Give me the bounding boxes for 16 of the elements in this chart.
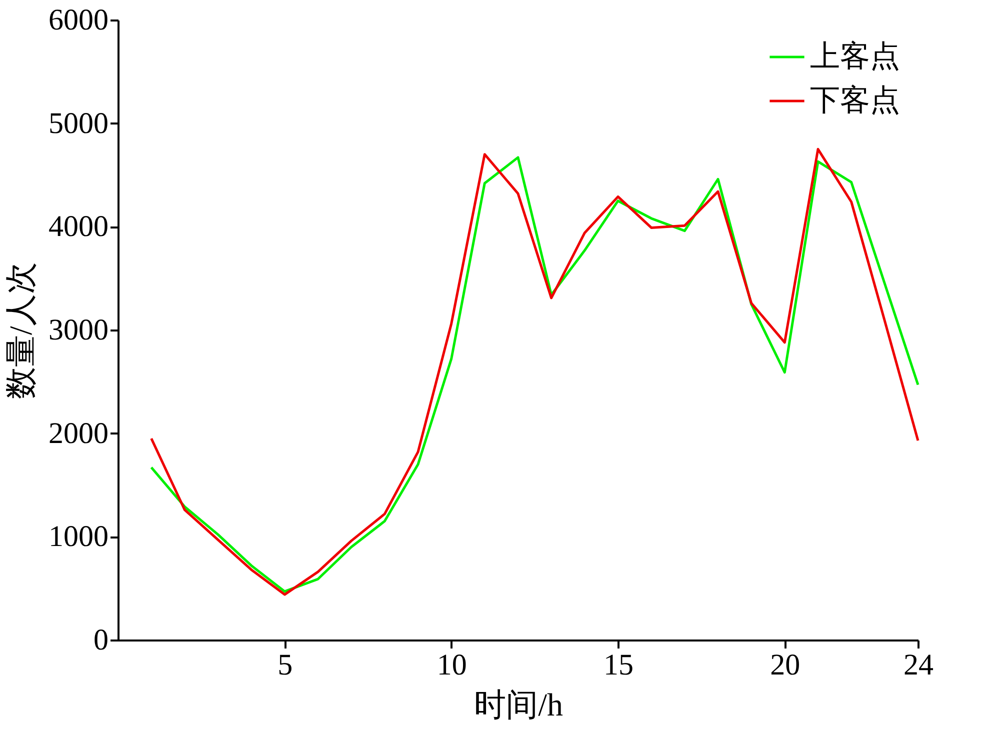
y-tick-label: 0 — [94, 624, 108, 656]
y-tick-label: 3000 — [48, 314, 108, 346]
y-tick-label: 1000 — [48, 520, 108, 554]
y-tick-label: 2000 — [48, 416, 108, 450]
x-axis-title: 时间/h — [474, 686, 563, 722]
x-tick-label: 20 — [770, 648, 800, 682]
y-axis-title: 数量/人次 — [2, 262, 38, 399]
x-tick-label: 10 — [436, 648, 467, 682]
x-tick-label: 5 — [278, 648, 293, 682]
x-tick-label: 15 — [604, 648, 634, 682]
legend-label: 上客点 — [810, 40, 900, 73]
y-tick-label: 6000 — [48, 4, 108, 36]
legend-label: 下客点 — [810, 84, 900, 117]
x-tick-label: 24 — [904, 648, 934, 682]
y-tick-label: 4000 — [48, 210, 108, 244]
y-tick-label: 5000 — [48, 106, 108, 140]
